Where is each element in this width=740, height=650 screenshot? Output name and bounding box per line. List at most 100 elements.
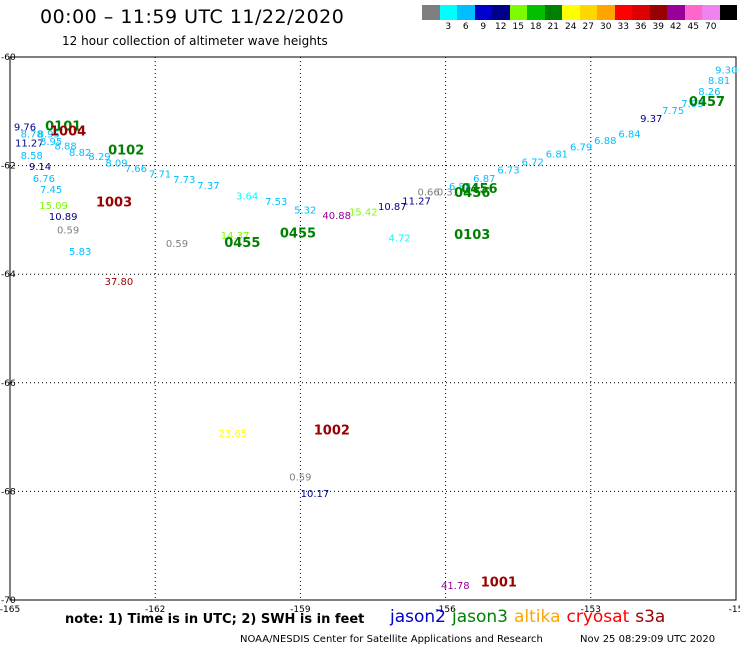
latitude-tick-label: -66 (1, 379, 16, 389)
scale-swatch (667, 5, 685, 20)
time-label: 0457 (689, 95, 725, 110)
wave-height-label: 0.59 (166, 239, 188, 250)
wave-height-label: 10.87 (378, 202, 407, 213)
wave-height-label: 6.84 (618, 129, 640, 140)
wave-height-label: 8.58 (21, 151, 43, 162)
legend-jason3: jason3 (452, 607, 508, 627)
time-label: 0456 (461, 182, 497, 197)
wave-height-label: 8.26 (698, 87, 720, 98)
scale-swatch (597, 5, 615, 20)
wave-height-label: 4.72 (388, 234, 410, 245)
wave-height-label: 7.66 (125, 164, 147, 175)
wave-height-label: 7.75 (662, 106, 684, 117)
time-label: 0101 (45, 119, 81, 134)
longitude-tick-label: -156 (435, 605, 456, 615)
scale-swatch (632, 5, 650, 20)
wave-height-label: 7.37 (197, 181, 219, 192)
time-label: 0456 (454, 186, 490, 201)
scale-label: 6 (462, 22, 469, 32)
scale-swatch (527, 5, 545, 20)
legend-altika: altika (514, 607, 561, 627)
wave-height-label: 6.72 (522, 158, 544, 169)
scale-label: 27 (582, 22, 594, 32)
wave-height-label: 7.45 (40, 185, 62, 196)
latitude-tick-label: -60 (1, 53, 16, 63)
wave-height-label: 0.66 (418, 187, 440, 198)
longitude-tick-label: -153 (581, 605, 601, 615)
footer-credit: NOAA/NESDIS Center for Satellite Applica… (240, 634, 543, 645)
scale-swatch (422, 5, 440, 20)
scale-swatch (544, 5, 562, 20)
time-label: 0103 (454, 228, 490, 243)
wave-height-label: 6.88 (449, 182, 471, 193)
time-label: 0455 (224, 236, 260, 251)
scale-swatch (702, 5, 720, 20)
wave-height-label: 10.17 (301, 489, 330, 500)
wave-height-label: 6.79 (570, 142, 592, 153)
wave-height-label: 14.37 (221, 231, 250, 242)
legend-jason2: jason2 (390, 607, 446, 627)
latitude-tick-label: -68 (1, 487, 16, 497)
map-subtitle: 12 hour collection of altimeter wave hei… (62, 34, 328, 48)
map-frame (9, 56, 737, 601)
wave-height-label: 8.78 (21, 129, 43, 140)
scale-label: 36 (635, 22, 647, 32)
scale-swatch (719, 5, 737, 20)
wave-height-label: 11.27 (15, 139, 44, 150)
time-label: 1002 (314, 423, 350, 438)
wave-height-label: 7.71 (149, 170, 171, 181)
scale-label: 15 (512, 22, 524, 32)
scale-label: 42 (670, 22, 682, 32)
scale-label: 39 (652, 22, 664, 32)
wave-height-label: 6.87 (473, 174, 495, 185)
scale-label: 3 (445, 22, 452, 32)
scale-label: 45 (687, 22, 699, 32)
wave-height-label: 6.88 (594, 136, 616, 147)
latitude-tick-label: -64 (1, 270, 16, 280)
wave-height-label: 41.78 (441, 581, 470, 592)
wave-height-label: 40.88 (322, 211, 351, 222)
longitude-tick-label: -162 (145, 605, 165, 615)
scale-swatch (439, 5, 457, 20)
scale-swatch (457, 5, 475, 20)
wave-height-label: 9.30 (715, 65, 737, 76)
wave-height-label: 15.42 (349, 208, 378, 219)
time-label: 0455 (280, 226, 316, 241)
scale-swatch (492, 5, 510, 20)
wave-height-label: 8.09 (105, 159, 127, 170)
wave-height-label: 6.76 (33, 174, 55, 185)
wave-height-label: 7.53 (265, 197, 287, 208)
scale-swatch (614, 5, 632, 20)
wave-height-label: 8.95 (40, 137, 62, 148)
map-title: 00:00 – 11:59 UTC 11/22/2020 (40, 6, 345, 28)
wave-height-label: 0.59 (289, 473, 311, 484)
longitude-tick-label: -15 (729, 605, 740, 615)
latitude-tick-label: -62 (1, 162, 16, 172)
wave-height-label: 8.29 (88, 152, 110, 163)
wave-height-label: 0.31 (437, 187, 459, 198)
scale-label: 12 (495, 22, 507, 32)
wave-height-label: 6.81 (546, 149, 568, 160)
wave-height-label: 9.37 (640, 114, 662, 125)
wave-height-label: 23.65 (218, 429, 247, 440)
wave-height-label: 0.59 (57, 225, 79, 236)
scale-swatch (562, 5, 580, 20)
wave-height-label: 11.27 (402, 197, 431, 208)
wave-height-label: 6.73 (497, 166, 519, 177)
wave-height-label: 7.73 (173, 175, 195, 186)
wave-height-label: 10.89 (49, 212, 78, 223)
scale-swatch (684, 5, 702, 20)
color-scale-bar (422, 5, 737, 20)
scale-label: 21 (547, 22, 559, 32)
time-label: 1003 (96, 195, 132, 210)
scale-swatch (474, 5, 492, 20)
wave-height-label: 9.14 (29, 162, 51, 173)
scale-label: 18 (530, 22, 542, 32)
scale-label: 33 (617, 22, 629, 32)
wave-height-label: 37.80 (105, 277, 134, 288)
wave-height-label: 5.83 (69, 247, 91, 258)
time-label: 1004 (50, 125, 86, 140)
longitude-tick-label: -165 (0, 605, 20, 615)
